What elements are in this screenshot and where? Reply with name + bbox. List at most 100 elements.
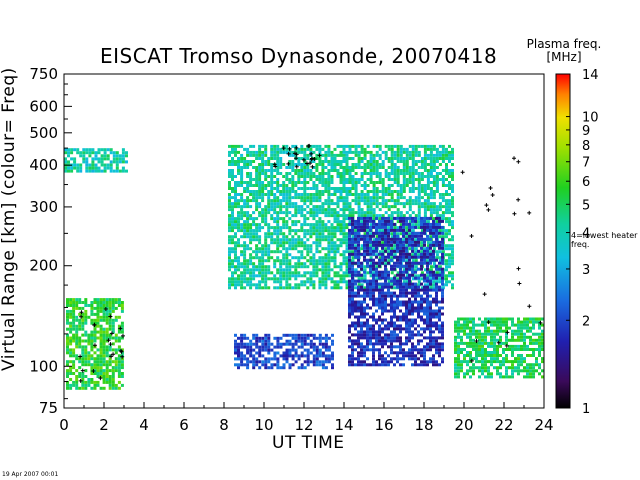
heatmap-cell [423, 247, 427, 251]
heatmap-cell [243, 163, 247, 166]
heatmap-cell [333, 169, 337, 172]
heatmap-cell [432, 181, 436, 184]
heatmap-cell [357, 306, 360, 310]
heatmap-cell [357, 303, 360, 307]
heatmap-cell [300, 256, 304, 260]
heatmap-cell [117, 380, 121, 384]
heatmap-cell [231, 274, 234, 278]
heatmap-cell [390, 300, 393, 304]
heatmap-cell [384, 157, 388, 160]
heatmap-cell [285, 250, 289, 254]
heatmap-cell [435, 324, 438, 328]
heatmap-cell [81, 372, 85, 375]
heatmap-cell [351, 273, 354, 277]
heatmap-cell [103, 151, 107, 155]
heatmap-cell [300, 363, 304, 367]
heatmap-cell [246, 187, 250, 190]
heatmap-cell [351, 243, 354, 247]
heatmap-cell [300, 223, 304, 227]
heatmap-cell [120, 304, 124, 307]
heatmap-cell [108, 383, 112, 387]
heatmap-cell [535, 320, 538, 324]
heatmap-cell [105, 369, 109, 373]
heatmap-cell [306, 238, 310, 242]
heatmap-cell [393, 222, 396, 226]
heatmap-cell [441, 270, 444, 274]
heatmap-cell [231, 262, 234, 266]
heatmap-cell [408, 178, 412, 181]
heatmap-cell [463, 354, 466, 357]
heatmap-cell [529, 338, 532, 342]
heatmap-cell [484, 317, 487, 321]
heatmap-cell [324, 277, 328, 281]
heatmap-cell [87, 315, 91, 319]
heatmap-cell [396, 271, 400, 275]
heatmap-cell [426, 291, 429, 295]
heatmap-cell [357, 309, 360, 313]
heatmap-cell [387, 246, 390, 250]
heatmap-cell [243, 253, 247, 257]
heatmap-cell [384, 363, 387, 367]
heatmap-cell [249, 144, 253, 148]
heatmap-cell [327, 190, 331, 193]
heatmap-cell [357, 300, 360, 304]
heatmap-cell [375, 288, 378, 292]
heatmap-cell [315, 250, 319, 254]
heatmap-cell [417, 249, 420, 253]
heatmap-cell [414, 150, 418, 154]
heatmap-cell [327, 345, 331, 349]
heatmap-cell [69, 378, 73, 381]
heatmap-cell [526, 326, 529, 330]
heatmap-cell [432, 270, 435, 274]
heatmap-cell [243, 354, 247, 358]
heatmap-cell [432, 178, 436, 181]
heatmap-cell [357, 228, 360, 232]
heatmap-cell [402, 327, 405, 331]
heatmap-cell [69, 383, 73, 387]
heatmap-cell [393, 199, 397, 203]
heatmap-cell [429, 187, 433, 190]
heatmap-cell [108, 354, 112, 358]
heatmap-cell [393, 244, 397, 248]
heatmap-cell [420, 166, 424, 169]
heatmap-cell [435, 256, 439, 260]
heatmap-cell [342, 208, 346, 212]
heatmap-cell [64, 160, 67, 164]
heatmap-cell [228, 205, 231, 209]
heatmap-cell [387, 354, 390, 358]
heatmap-cell [279, 259, 283, 263]
heatmap-cell [541, 332, 544, 336]
heatmap-cell [261, 157, 265, 160]
heatmap-cell [109, 148, 113, 152]
heatmap-cell [372, 336, 375, 340]
heatmap-cell [342, 280, 346, 284]
heatmap-cell [451, 153, 454, 157]
heatmap-cell [457, 375, 460, 379]
heatmap-cell [240, 244, 244, 248]
heatmap-cell [387, 294, 390, 298]
heatmap-cell [387, 214, 391, 218]
heatmap-cell [348, 363, 351, 367]
heatmap-cell [435, 288, 438, 292]
heatmap-cell [312, 193, 316, 196]
heatmap-cell [312, 184, 316, 187]
heatmap-cell [393, 309, 396, 313]
heatmap-cell [81, 318, 85, 322]
heatmap-cell [306, 169, 310, 172]
heatmap-cell [120, 306, 124, 310]
heatmap-cell [360, 285, 363, 289]
heatmap-cell [117, 363, 121, 367]
heatmap-cell [372, 285, 375, 289]
heatmap-cell [414, 169, 418, 172]
heatmap-cell [438, 312, 441, 316]
heatmap-cell [387, 282, 390, 286]
heatmap-cell [532, 317, 535, 321]
heatmap-cell [243, 187, 247, 190]
heatmap-cell [378, 342, 381, 346]
heatmap-cell [258, 178, 262, 181]
heatmap-cell [429, 208, 433, 212]
heatmap-cell [414, 274, 418, 278]
heatmap-cell [363, 255, 366, 259]
heatmap-cell [396, 144, 400, 148]
heatmap-cell [300, 351, 304, 355]
